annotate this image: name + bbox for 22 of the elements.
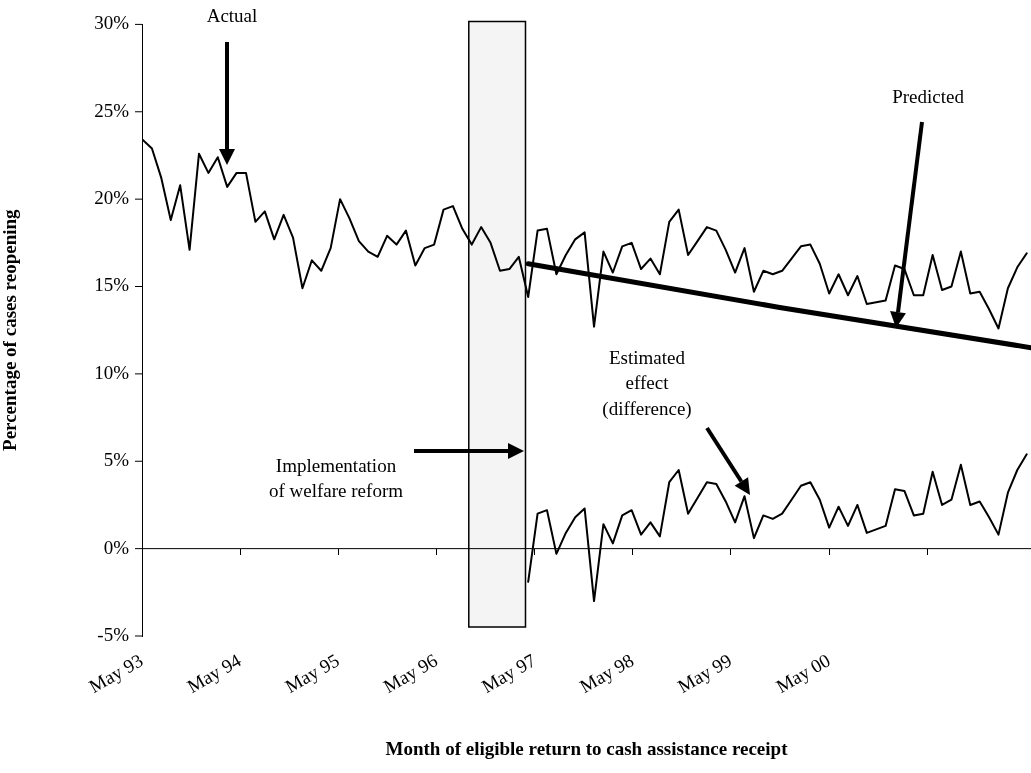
y-tick-label: 20% bbox=[94, 187, 130, 209]
y-tick-label: 30% bbox=[94, 12, 130, 34]
x-tick-label: May 99 bbox=[674, 649, 736, 697]
text: Actual bbox=[206, 4, 258, 26]
band-label: Implementation of welfare reform bbox=[269, 454, 404, 502]
x-axis-title: Month of eligible return to cash assistance receipt bbox=[385, 737, 789, 759]
y-tick-label: 25% bbox=[94, 99, 130, 121]
y-tick-label: 15% bbox=[94, 274, 130, 296]
y-axis-title: Percentage of cases reopening bbox=[0, 208, 21, 451]
y-tick-label: 10% bbox=[94, 361, 130, 383]
x-tick-label: May 00 bbox=[772, 649, 834, 697]
x-tick-label: May 93 bbox=[85, 649, 147, 697]
x-tick-label: May 96 bbox=[379, 649, 442, 697]
y-tick-label: -5% bbox=[97, 623, 130, 645]
y-tick-label: 5% bbox=[103, 449, 130, 471]
x-tick-label: May 94 bbox=[183, 649, 246, 697]
x-tick-label: May 97 bbox=[477, 649, 540, 697]
text: Predicted bbox=[892, 85, 965, 107]
y-tick-label: 0% bbox=[103, 536, 130, 558]
x-tick-label: May 95 bbox=[281, 649, 343, 697]
text: Estimated effect (difference) bbox=[602, 346, 692, 420]
x-tick-label: May 98 bbox=[576, 649, 638, 697]
